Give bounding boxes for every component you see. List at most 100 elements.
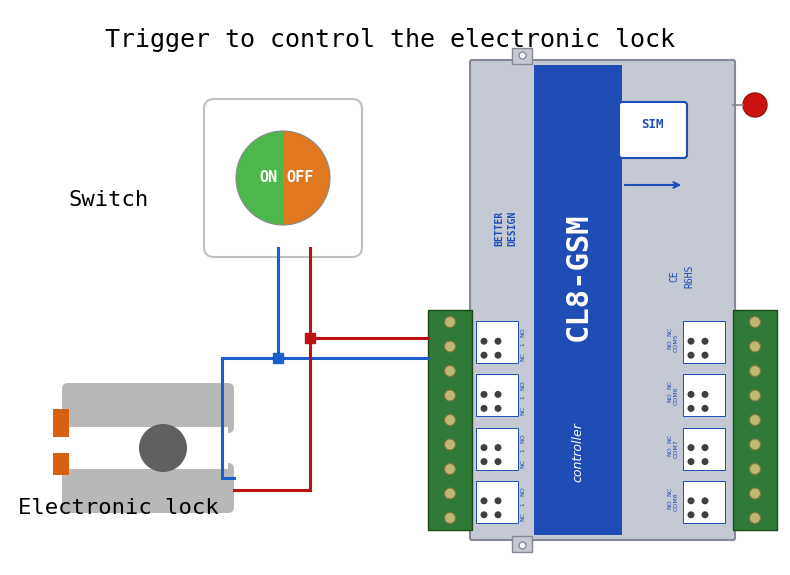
FancyBboxPatch shape <box>619 102 687 158</box>
FancyBboxPatch shape <box>62 383 234 433</box>
Bar <box>534 65 622 535</box>
Text: 1: 1 <box>520 502 525 505</box>
Circle shape <box>495 391 502 398</box>
Circle shape <box>687 458 694 465</box>
Circle shape <box>702 405 709 412</box>
Circle shape <box>139 424 187 472</box>
Bar <box>683 321 725 363</box>
Circle shape <box>480 405 487 412</box>
Text: BETTER
DESIGN: BETTER DESIGN <box>495 211 517 246</box>
Circle shape <box>480 444 487 451</box>
Text: NO: NO <box>520 433 525 443</box>
Text: OFF: OFF <box>286 171 314 186</box>
Text: COM7: COM7 <box>674 439 679 458</box>
Circle shape <box>702 458 709 465</box>
Circle shape <box>687 352 694 359</box>
Text: NC: NC <box>520 512 525 521</box>
Text: NO: NO <box>667 499 672 509</box>
Circle shape <box>687 444 694 451</box>
Circle shape <box>480 338 487 344</box>
Circle shape <box>495 497 502 504</box>
Circle shape <box>445 390 456 401</box>
Bar <box>512 48 532 64</box>
Text: COM4: COM4 <box>536 333 541 351</box>
Text: NO: NO <box>520 327 525 336</box>
Text: NC: NC <box>520 459 525 468</box>
Circle shape <box>750 488 761 499</box>
Circle shape <box>702 391 709 398</box>
Circle shape <box>445 341 456 352</box>
Text: CE
R6HS: CE R6HS <box>670 264 694 288</box>
Circle shape <box>480 497 487 504</box>
Circle shape <box>480 391 487 398</box>
Circle shape <box>750 415 761 426</box>
Text: NO: NO <box>520 486 525 496</box>
Circle shape <box>495 511 502 518</box>
Circle shape <box>445 439 456 450</box>
FancyBboxPatch shape <box>62 463 234 513</box>
Text: ON: ON <box>260 171 278 186</box>
FancyBboxPatch shape <box>53 453 69 475</box>
Circle shape <box>445 415 456 426</box>
Circle shape <box>495 352 502 359</box>
Circle shape <box>480 511 487 518</box>
Circle shape <box>687 405 694 412</box>
Text: NO: NO <box>667 393 672 402</box>
Bar <box>683 428 725 470</box>
Circle shape <box>702 497 709 504</box>
Circle shape <box>687 497 694 504</box>
Text: COM8: COM8 <box>674 492 679 511</box>
Text: COM5: COM5 <box>674 333 679 351</box>
Circle shape <box>445 463 456 474</box>
Circle shape <box>495 458 502 465</box>
Text: SIM: SIM <box>641 117 664 131</box>
Circle shape <box>750 316 761 328</box>
Bar <box>476 374 518 416</box>
Text: CL8-GSM: CL8-GSM <box>563 212 592 340</box>
Text: 1: 1 <box>520 343 525 346</box>
Circle shape <box>687 338 694 344</box>
Bar <box>476 428 518 470</box>
Wedge shape <box>236 131 283 225</box>
Circle shape <box>445 512 456 523</box>
Circle shape <box>687 511 694 518</box>
Circle shape <box>702 338 709 344</box>
Circle shape <box>495 405 502 412</box>
Circle shape <box>750 439 761 450</box>
Bar <box>428 310 472 530</box>
Wedge shape <box>283 131 330 225</box>
Text: COM1: COM1 <box>536 492 541 511</box>
Circle shape <box>445 366 456 377</box>
Bar <box>476 321 518 363</box>
Circle shape <box>495 338 502 344</box>
Bar <box>683 481 725 523</box>
Circle shape <box>702 444 709 451</box>
Bar <box>733 310 777 530</box>
Circle shape <box>445 316 456 328</box>
Circle shape <box>495 444 502 451</box>
Text: NC: NC <box>667 486 672 496</box>
Bar <box>476 481 518 523</box>
Circle shape <box>445 488 456 499</box>
Text: 1: 1 <box>520 396 525 399</box>
Text: NC: NC <box>520 405 525 415</box>
Circle shape <box>750 390 761 401</box>
Text: NC: NC <box>667 327 672 336</box>
Text: Electronic lock: Electronic lock <box>18 498 219 518</box>
Bar <box>512 536 532 552</box>
Circle shape <box>750 463 761 474</box>
Text: COM2: COM2 <box>536 439 541 458</box>
Circle shape <box>687 391 694 398</box>
Text: NO: NO <box>520 380 525 390</box>
Circle shape <box>480 352 487 359</box>
FancyBboxPatch shape <box>53 409 69 437</box>
Circle shape <box>702 352 709 359</box>
FancyBboxPatch shape <box>470 60 735 540</box>
Text: Switch: Switch <box>68 190 149 210</box>
Text: controller: controller <box>571 423 585 482</box>
Text: NC: NC <box>667 380 672 389</box>
Circle shape <box>702 511 709 518</box>
Text: COM3: COM3 <box>536 386 541 405</box>
Bar <box>683 374 725 416</box>
Text: NC: NC <box>520 352 525 362</box>
